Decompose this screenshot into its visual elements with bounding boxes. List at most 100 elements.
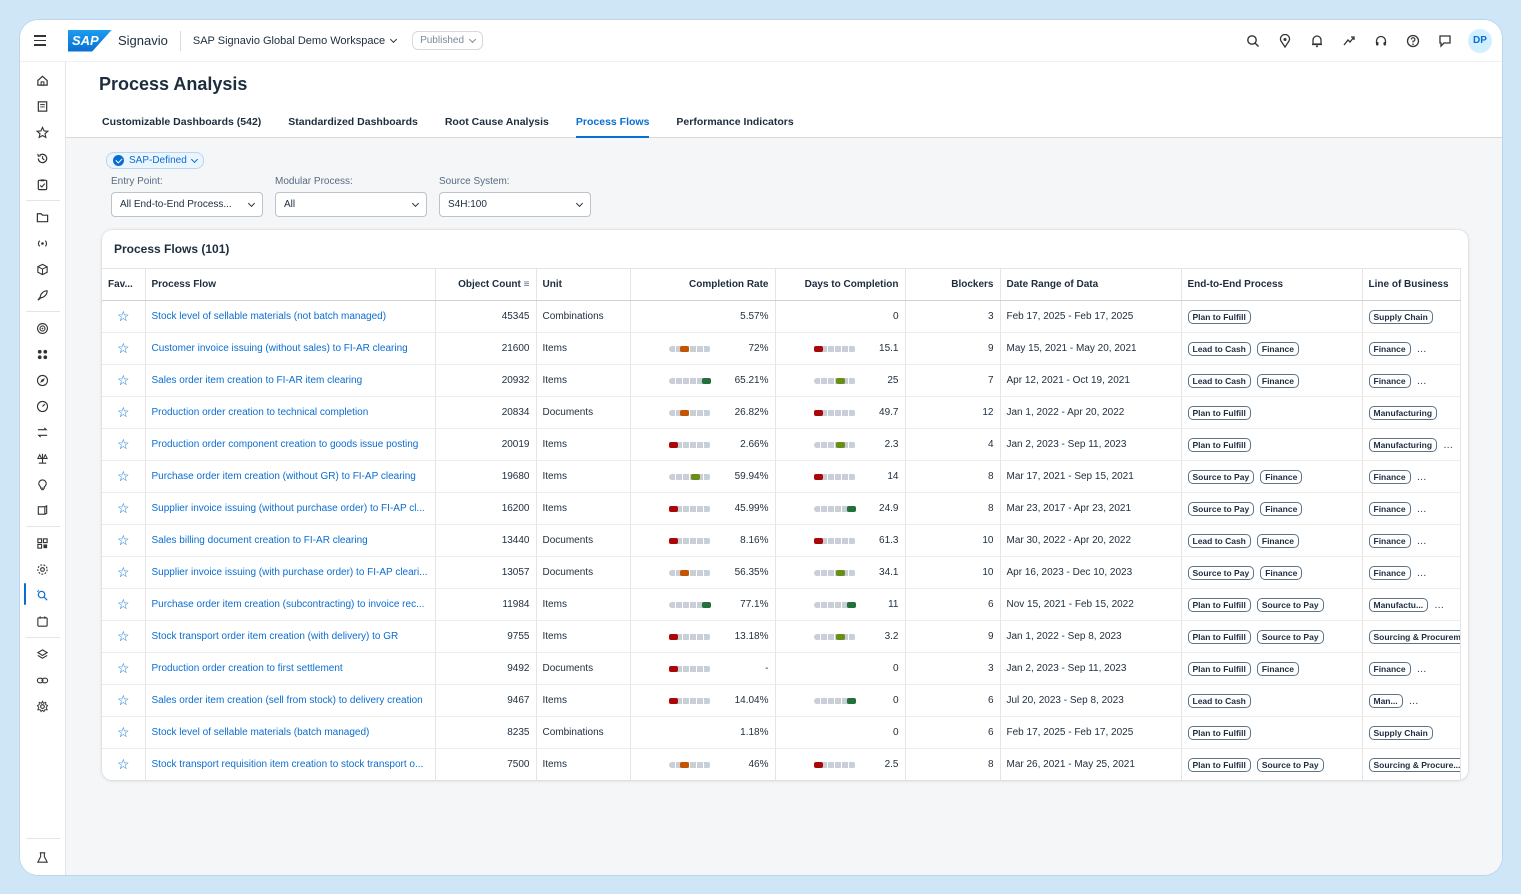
tab-root-cause-analysis[interactable]: Root Cause Analysis [444, 116, 549, 128]
table-row[interactable]: ☆ Customer invoice issuing (without sales… [102, 332, 1461, 365]
compass-icon[interactable] [32, 370, 52, 390]
avatar[interactable]: DP [1468, 28, 1492, 53]
table-row[interactable]: ☆ Supplier invoice issuing (with purchase… [102, 556, 1461, 589]
status-dropdown[interactable]: Published [412, 31, 483, 50]
e2e-process-tag[interactable]: Plan to Fulfill [1187, 629, 1251, 644]
column-header-object-count[interactable]: Object Count ≡ [435, 268, 537, 301]
e2e-process-tag[interactable]: Finance [1260, 501, 1303, 516]
line-of-business-tag[interactable]: Man... [1368, 693, 1403, 708]
folder-icon[interactable] [32, 207, 52, 227]
rocket-icon[interactable] [32, 285, 52, 305]
headset-icon[interactable] [1372, 32, 1390, 50]
entry-point-select[interactable]: All End-to-End Process... [111, 192, 263, 217]
table-row[interactable]: ☆ Sales order item creation to FI-AR item… [102, 364, 1461, 397]
e2e-process-tag[interactable]: Source to Pay [1256, 597, 1324, 612]
process-flow-link[interactable]: Stock level of sellable materials (batch… [151, 727, 370, 738]
table-row[interactable]: ☆ Sales billing document creation to FI-A… [102, 524, 1461, 557]
history-icon[interactable] [32, 148, 52, 168]
process-flow-link[interactable]: Sales order item creation to FI-AR item … [151, 375, 363, 386]
tab-standardized-dashboards[interactable]: Standardized Dashboards [288, 116, 418, 128]
e2e-process-tag[interactable]: Plan to Fulfill [1187, 661, 1251, 676]
search-icon[interactable] [1244, 32, 1262, 50]
process-analysis-icon[interactable] [24, 583, 52, 605]
favorite-star-icon[interactable]: ☆ [102, 684, 146, 717]
column-header-date-range[interactable]: Date Range of Data [1000, 268, 1182, 301]
process-flow-link[interactable]: Production order creation to first settl… [151, 663, 343, 674]
column-header-end-to-end-process[interactable]: End-to-End Process [1181, 268, 1363, 301]
bell-icon[interactable] [1308, 32, 1326, 50]
e2e-process-tag[interactable]: Lead to Cash [1187, 373, 1251, 388]
e2e-process-tag[interactable]: Finance [1256, 661, 1299, 676]
switch-icon[interactable] [32, 422, 52, 442]
source-system-select[interactable]: S4H:100 [439, 192, 591, 217]
e2e-process-tag[interactable]: Plan to Fulfill [1187, 309, 1251, 324]
column-header-completion-rate[interactable]: Completion Rate [630, 268, 776, 301]
box-icon[interactable] [32, 259, 52, 279]
e2e-process-tag[interactable]: Plan to Fulfill [1187, 597, 1251, 612]
line-of-business-tag[interactable]: Finance [1368, 565, 1411, 580]
grid-icon[interactable] [32, 533, 52, 553]
trend-icon[interactable] [1340, 32, 1358, 50]
bulb-icon[interactable] [32, 474, 52, 494]
favorite-star-icon[interactable]: ☆ [102, 556, 146, 589]
line-of-business-tag[interactable]: Manufacturing [1368, 405, 1438, 420]
line-of-business-tag[interactable]: Finance [1368, 373, 1411, 388]
tab-performance-indicators[interactable]: Performance Indicators [676, 116, 794, 128]
e2e-process-tag[interactable]: Lead to Cash [1187, 341, 1251, 356]
tab-customizable-dashboards[interactable]: Customizable Dashboards (542) [102, 116, 262, 128]
cube-icon[interactable] [32, 500, 52, 520]
column-header-blockers[interactable]: Blockers [905, 268, 1001, 301]
link-icon[interactable] [32, 670, 52, 690]
calendar-icon[interactable] [32, 611, 52, 631]
favorite-star-icon[interactable]: ☆ [102, 396, 146, 429]
table-row[interactable]: ☆ Supplier invoice issuing (without purch… [102, 492, 1461, 525]
favorite-star-icon[interactable]: ☆ [102, 748, 146, 780]
feedback-icon[interactable] [1436, 32, 1454, 50]
table-row[interactable]: ☆ Sales order item creation (sell from st… [102, 684, 1461, 717]
e2e-process-tag[interactable]: Finance [1256, 373, 1299, 388]
favorite-star-icon[interactable]: ☆ [102, 428, 146, 461]
process-flow-link[interactable]: Sales order item creation (sell from sto… [151, 695, 423, 706]
favorite-star-icon[interactable]: ☆ [102, 492, 146, 525]
line-of-business-tag[interactable]: Sourcing & Procurem [1368, 629, 1459, 644]
table-row[interactable]: ☆ Stock level of sellable materials (not … [102, 300, 1461, 333]
favorite-star-icon[interactable]: ☆ [102, 364, 146, 397]
process-flow-link[interactable]: Supplier invoice issuing (without purcha… [151, 503, 425, 514]
column-header-process-flow[interactable]: Process Flow [145, 268, 436, 301]
help-icon[interactable] [1404, 32, 1422, 50]
process-flow-link[interactable]: Supplier invoice issuing (with purchase … [151, 567, 428, 578]
table-row[interactable]: ☆ Production order component creation to … [102, 428, 1461, 461]
table-row[interactable]: ☆ Stock transport requisition item creati… [102, 748, 1461, 780]
column-header-favorite[interactable]: Fav... [102, 268, 146, 301]
line-of-business-tag[interactable]: Finance [1368, 341, 1411, 356]
e2e-process-tag[interactable]: Finance [1260, 469, 1303, 484]
cluster-icon[interactable] [32, 344, 52, 364]
e2e-process-tag[interactable]: Finance [1256, 341, 1299, 356]
line-of-business-tag[interactable]: Manufacturing [1368, 437, 1438, 452]
favorite-star-icon[interactable]: ☆ [102, 620, 146, 653]
column-header-days-to-completion[interactable]: Days to Completion [775, 268, 906, 301]
clipboard-icon[interactable] [32, 174, 52, 194]
layers-icon[interactable] [32, 644, 52, 664]
e2e-process-tag[interactable]: Finance [1256, 533, 1299, 548]
line-of-business-tag[interactable]: Supply Chain [1368, 309, 1433, 324]
e2e-process-tag[interactable]: Source to Pay [1256, 629, 1324, 644]
line-of-business-tag[interactable] [1447, 693, 1454, 708]
table-row[interactable]: ☆ Stock transport order item creation (wi… [102, 620, 1461, 653]
process-flow-link[interactable]: Purchase order item creation (subcontrac… [151, 599, 425, 610]
e2e-process-tag[interactable]: Source to Pay [1187, 469, 1255, 484]
star-icon[interactable] [32, 122, 52, 142]
table-row[interactable]: ☆ Stock level of sellable materials (batc… [102, 716, 1461, 749]
favorite-star-icon[interactable]: ☆ [102, 588, 146, 621]
location-icon[interactable] [1276, 32, 1294, 50]
line-of-business-tag[interactable]: Manufactu... [1368, 597, 1429, 612]
favorite-star-icon[interactable]: ☆ [102, 524, 146, 557]
e2e-process-tag[interactable]: Lead to Cash [1187, 693, 1251, 708]
process-flow-link[interactable]: Stock level of sellable materials (not b… [151, 311, 387, 322]
e2e-process-tag[interactable]: Source to Pay [1187, 565, 1255, 580]
line-of-business-tag[interactable]: Finance [1368, 469, 1411, 484]
gauge-icon[interactable] [32, 396, 52, 416]
document-icon[interactable] [32, 96, 52, 116]
gear-icon[interactable] [32, 696, 52, 716]
process-flow-link[interactable]: Stock transport requisition item creatio… [151, 759, 424, 770]
